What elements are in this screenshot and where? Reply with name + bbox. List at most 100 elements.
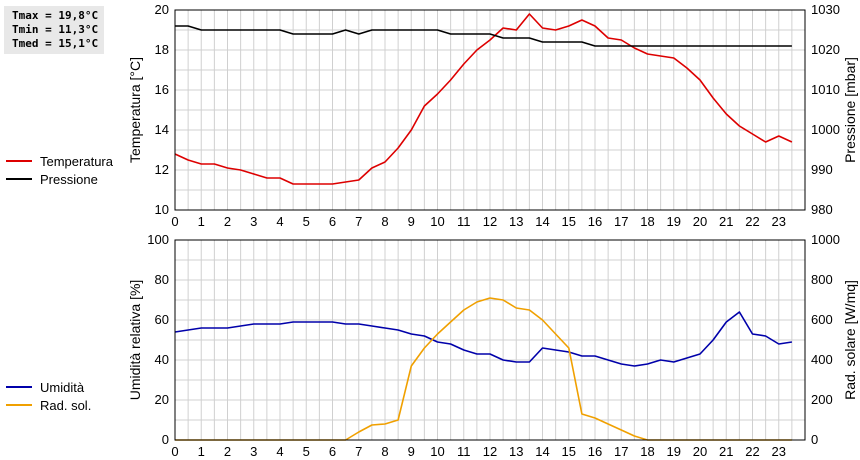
x-tick-label: 6 — [329, 444, 336, 459]
x-tick-label: 7 — [355, 444, 362, 459]
x-tick-label: 20 — [693, 444, 707, 459]
x-tick-label: 17 — [614, 444, 628, 459]
y-left-tick-label: 10 — [155, 202, 169, 217]
x-tick-label: 0 — [171, 444, 178, 459]
x-tick-label: 10 — [430, 214, 444, 229]
y-right-tick-label: 0 — [811, 432, 818, 447]
x-tick-label: 3 — [250, 444, 257, 459]
x-tick-label: 12 — [483, 214, 497, 229]
x-tick-label: 6 — [329, 214, 336, 229]
x-tick-label: 5 — [303, 444, 310, 459]
y-right-tick-label: 1000 — [811, 232, 840, 247]
x-tick-label: 18 — [640, 214, 654, 229]
x-tick-label: 14 — [535, 214, 549, 229]
x-tick-label: 10 — [430, 444, 444, 459]
x-tick-label: 13 — [509, 214, 523, 229]
y-right-tick-label: 1020 — [811, 42, 840, 57]
x-tick-label: 4 — [276, 444, 283, 459]
legend-label: Rad. sol. — [40, 397, 92, 413]
x-tick-label: 9 — [408, 444, 415, 459]
y-left-tick-label: 18 — [155, 42, 169, 57]
x-tick-label: 11 — [457, 214, 471, 229]
x-tick-label: 19 — [667, 214, 681, 229]
x-tick-label: 22 — [745, 444, 759, 459]
legend-swatch — [6, 404, 32, 406]
chart-panel-2: 0 1 2 3 4 5 6 7 8 9 10 11 12 13 14 15 16 17 18 19 20 21 22 2302… — [127, 232, 858, 459]
x-tick-label: 2 — [224, 444, 231, 459]
y-left-tick-label: 12 — [155, 162, 169, 177]
series-line-umidit — [174, 311, 793, 367]
x-tick-label: 21 — [719, 444, 733, 459]
x-tick-label: 1 — [198, 444, 205, 459]
y-left-tick-label: 20 — [155, 392, 169, 407]
legend-top: Temperatura Pressione — [6, 152, 113, 188]
x-tick-label: 15 — [562, 214, 576, 229]
y-left-tick-label: 20 — [155, 2, 169, 17]
chart-panel-1: 0 1 2 3 4 5 6 7 8 9 10 11 12 13 14 15 16 17 18 19 20 21 22 2310… — [127, 2, 858, 229]
legend-label: Temperatura — [40, 153, 113, 169]
y-right-axis-title: Pressione [mbar] — [842, 57, 858, 163]
x-tick-label: 12 — [483, 444, 497, 459]
series-line-pressione — [175, 25, 792, 47]
legend-label: Pressione — [40, 171, 98, 187]
y-left-axis-title: Umidità relativa [%] — [127, 280, 143, 401]
y-left-tick-label: 14 — [155, 122, 169, 137]
y-right-tick-label: 980 — [811, 202, 833, 217]
series-line-rad-sol — [175, 297, 792, 441]
y-right-tick-label: 800 — [811, 272, 833, 287]
legend-swatch — [6, 160, 32, 162]
x-tick-label: 8 — [381, 444, 388, 459]
series-line-temperatura — [174, 13, 793, 185]
x-tick-label: 1 — [198, 214, 205, 229]
y-left-axis-title: Temperatura [°C] — [127, 57, 143, 163]
x-tick-label: 15 — [562, 444, 576, 459]
y-left-tick-label: 80 — [155, 272, 169, 287]
x-tick-label: 21 — [719, 214, 733, 229]
y-right-tick-label: 1030 — [811, 2, 840, 17]
y-right-tick-label: 200 — [811, 392, 833, 407]
x-tick-label: 19 — [667, 444, 681, 459]
legend-item-rad-sol: Rad. sol. — [6, 396, 91, 414]
x-tick-label: 3 — [250, 214, 257, 229]
y-left-tick-label: 0 — [162, 432, 169, 447]
x-tick-label: 16 — [588, 214, 602, 229]
legend-bottom: Umidità Rad. sol. — [6, 378, 91, 414]
y-right-tick-label: 600 — [811, 312, 833, 327]
plot-frame — [174, 9, 806, 211]
y-right-tick-label: 400 — [811, 352, 833, 367]
x-tick-label: 16 — [588, 444, 602, 459]
x-tick-label: 4 — [276, 214, 283, 229]
legend-item-pressione: Pressione — [6, 170, 113, 188]
y-right-axis-title: Rad. solare [W/mq] — [842, 280, 858, 400]
legend-label: Umidità — [40, 379, 85, 395]
x-tick-label: 7 — [355, 214, 362, 229]
x-tick-label: 18 — [640, 444, 654, 459]
y-left-tick-label: 40 — [155, 352, 169, 367]
x-tick-label: 23 — [772, 444, 786, 459]
x-tick-label: 23 — [772, 214, 786, 229]
x-tick-label: 17 — [614, 214, 628, 229]
stat-tmax: Tmax = 19,8°C — [12, 9, 99, 22]
x-tick-label: 20 — [693, 214, 707, 229]
x-tick-label: 2 — [224, 214, 231, 229]
y-left-tick-label: 60 — [155, 312, 169, 327]
y-right-tick-label: 990 — [811, 162, 833, 177]
y-left-tick-label: 100 — [147, 232, 169, 247]
legend-swatch — [6, 386, 32, 388]
x-tick-label: 11 — [457, 444, 471, 459]
y-right-tick-label: 1000 — [811, 122, 840, 137]
stat-tmin: Tmin = 11,3°C — [12, 23, 99, 36]
stats-box: Tmax = 19,8°C Tmin = 11,3°C Tmed = 15,1°… — [4, 6, 104, 54]
x-tick-label: 0 — [171, 214, 178, 229]
stat-tmed: Tmed = 15,1°C — [12, 37, 99, 50]
x-tick-label: 8 — [381, 214, 388, 229]
x-tick-label: 5 — [303, 214, 310, 229]
x-tick-label: 13 — [509, 444, 523, 459]
legend-item-temperatura: Temperatura — [6, 152, 113, 170]
legend-item-umidita: Umidità — [6, 378, 91, 396]
x-tick-label: 14 — [535, 444, 549, 459]
plot-frame — [174, 239, 806, 441]
x-tick-label: 22 — [745, 214, 759, 229]
x-tick-label: 9 — [408, 214, 415, 229]
